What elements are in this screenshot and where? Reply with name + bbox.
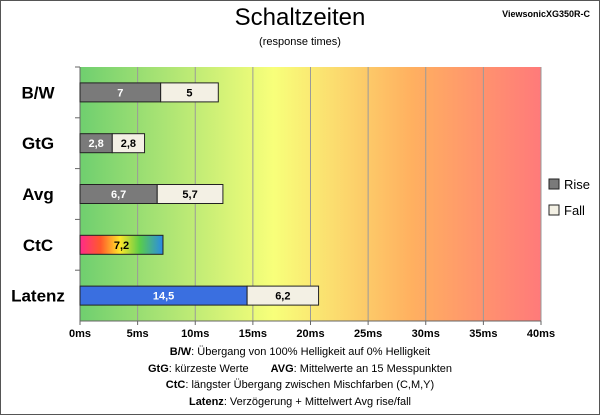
rise-bar: [79, 234, 164, 255]
note-text: : Mittelwerte an 15 Messpunkten: [293, 362, 453, 375]
x-tick-label: 30ms: [412, 328, 440, 340]
legend-swatch: [548, 178, 560, 190]
note-term: B/W: [169, 346, 192, 358]
rise-bar-label: 6,7: [111, 189, 126, 201]
fall-bar-label: 5: [186, 87, 192, 99]
fall-bar: [160, 82, 219, 103]
category-label: Latenz: [11, 287, 65, 306]
device-model-label: ViewsonicXG350R-C: [502, 9, 590, 19]
fall-bar: [246, 285, 320, 306]
legend-label: Rise: [564, 177, 590, 192]
note-line-latenz: Latenz: Verzögerung + Mittelwert Avg ris…: [0, 394, 600, 411]
x-tick-label: 0ms: [69, 328, 91, 340]
note-line-gtg-avg: GtG: kürzeste Werte AVG: Mittelwerte an 1…: [0, 361, 600, 378]
note-text: : Verzögerung + Mittelwert Avg rise/fall: [223, 395, 412, 408]
legend: Rise Fall: [548, 177, 590, 218]
fall-bar: [156, 184, 224, 204]
fall-bar: [111, 133, 146, 154]
note-term: CtC: [165, 379, 186, 391]
note-text: : kürzeste Werte: [168, 362, 249, 375]
rise-bar-label: 14,5: [153, 291, 174, 303]
category-label: Avg: [22, 185, 54, 204]
x-tick-label: 20ms: [296, 328, 324, 340]
category-label: CtC: [23, 236, 53, 255]
note-line-bw: B/W: Übergang von 100% Helligkeit auf 0%…: [0, 344, 600, 361]
x-tick-label: 25ms: [354, 328, 382, 340]
rise-bar-label: 7: [117, 87, 123, 99]
fall-bar-label: 5,7: [182, 189, 197, 201]
legend-swatch: [548, 204, 560, 216]
x-tick-label: 35ms: [469, 328, 497, 340]
note-text: : längster Übergang zwischen Mischfarben…: [185, 379, 435, 391]
chart-subtitle: (response times): [259, 36, 341, 48]
chart-notes: B/W: Übergang von 100% Helligkeit auf 0%…: [0, 344, 600, 410]
x-tick-label: 15ms: [239, 328, 267, 340]
note-term: GtG: [147, 362, 169, 375]
legend-label: Fall: [564, 203, 585, 218]
x-tick-label: 10ms: [181, 328, 209, 340]
fall-bar-label: 6,2: [275, 291, 290, 303]
note-term: Latenz: [188, 395, 224, 408]
note-term: AVG: [270, 362, 294, 375]
x-tick-label: 40ms: [527, 328, 555, 340]
fall-bar-label: 2,8: [121, 138, 136, 150]
category-label: B/W: [21, 83, 55, 102]
x-tick-label: 5ms: [127, 328, 149, 340]
category-label: GtG: [22, 134, 54, 153]
rise-bar-label: 2,8: [88, 138, 103, 150]
rise-bar-label: 7,2: [114, 240, 129, 252]
chart-title: Schaltzeiten: [234, 4, 366, 31]
note-text: : Übergang von 100% Helligkeit auf 0% He…: [191, 346, 431, 358]
note-line-ctc: CtC: längster Übergang zwischen Mischfar…: [0, 377, 600, 394]
